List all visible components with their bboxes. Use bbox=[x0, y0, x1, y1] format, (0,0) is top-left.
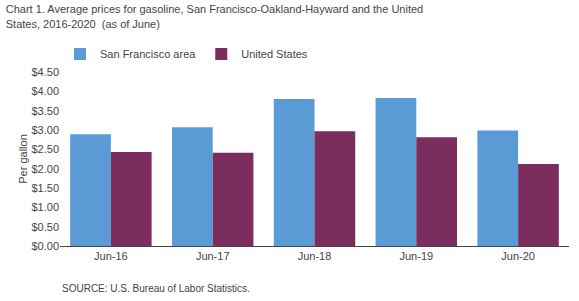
svg-text:$0.00: $0.00 bbox=[31, 240, 59, 252]
svg-text:$1.50: $1.50 bbox=[31, 182, 59, 194]
svg-text:$3.00: $3.00 bbox=[31, 124, 59, 136]
svg-text:$2.00: $2.00 bbox=[31, 163, 59, 175]
svg-text:$2.50: $2.50 bbox=[31, 143, 59, 155]
svg-text:Jun-17: Jun-17 bbox=[196, 250, 230, 262]
svg-text:San Francisco area: San Francisco area bbox=[100, 48, 196, 60]
svg-text:Jun-18: Jun-18 bbox=[298, 250, 332, 262]
svg-text:$4.00: $4.00 bbox=[31, 85, 59, 97]
svg-text:Chart 1. Average prices for ga: Chart 1. Average prices for gasoline, Sa… bbox=[6, 3, 423, 29]
svg-text:United States: United States bbox=[241, 48, 308, 60]
svg-text:$4.50: $4.50 bbox=[31, 66, 59, 78]
svg-text:Per gallon: Per gallon bbox=[17, 134, 29, 184]
svg-text:SOURCE: U.S. Bureau of Labor S: SOURCE: U.S. Bureau of Labor Statistics. bbox=[62, 283, 250, 294]
svg-text:Jun-19: Jun-19 bbox=[399, 250, 433, 262]
svg-text:Jun-16: Jun-16 bbox=[94, 250, 128, 262]
svg-text:$0.50: $0.50 bbox=[31, 221, 59, 233]
svg-text:$3.50: $3.50 bbox=[31, 105, 59, 117]
svg-text:$1.00: $1.00 bbox=[31, 201, 59, 213]
svg-text:Jun-20: Jun-20 bbox=[501, 250, 535, 262]
